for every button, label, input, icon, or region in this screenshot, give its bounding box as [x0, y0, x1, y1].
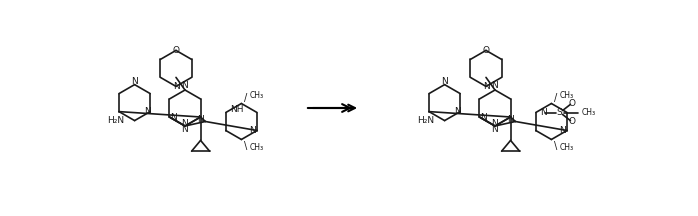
Text: O: O: [172, 46, 179, 55]
Text: /: /: [554, 92, 558, 103]
Text: CH₃: CH₃: [559, 91, 574, 100]
Text: H₂N: H₂N: [417, 116, 435, 125]
Text: N: N: [454, 107, 461, 116]
Text: H₂N: H₂N: [107, 116, 125, 125]
Text: N: N: [540, 108, 547, 117]
Text: N: N: [170, 113, 177, 121]
Text: N: N: [491, 119, 498, 127]
Text: \: \: [554, 140, 558, 151]
Text: N: N: [491, 125, 498, 135]
Text: N: N: [491, 81, 498, 91]
Text: N: N: [144, 107, 151, 116]
Text: CH₃: CH₃: [249, 91, 264, 100]
Text: N: N: [181, 125, 188, 135]
Text: CH₃: CH₃: [581, 108, 595, 117]
Text: N: N: [198, 116, 204, 124]
Text: N: N: [560, 126, 566, 135]
Text: N: N: [482, 82, 489, 91]
Text: N: N: [131, 77, 138, 86]
Text: N: N: [181, 81, 188, 91]
Text: N: N: [507, 116, 514, 124]
Text: O: O: [482, 46, 489, 55]
Text: N: N: [172, 82, 179, 91]
Text: NH: NH: [230, 105, 244, 114]
Text: CH₃: CH₃: [249, 143, 264, 152]
Text: N: N: [480, 113, 487, 121]
Text: N: N: [441, 77, 448, 86]
Text: CH₃: CH₃: [559, 143, 574, 152]
Text: S: S: [557, 108, 563, 117]
Text: /: /: [244, 92, 248, 103]
Text: N: N: [181, 119, 188, 127]
Text: \: \: [244, 140, 248, 151]
Text: N: N: [250, 126, 256, 135]
Text: O: O: [569, 117, 576, 126]
Text: O: O: [569, 99, 576, 108]
